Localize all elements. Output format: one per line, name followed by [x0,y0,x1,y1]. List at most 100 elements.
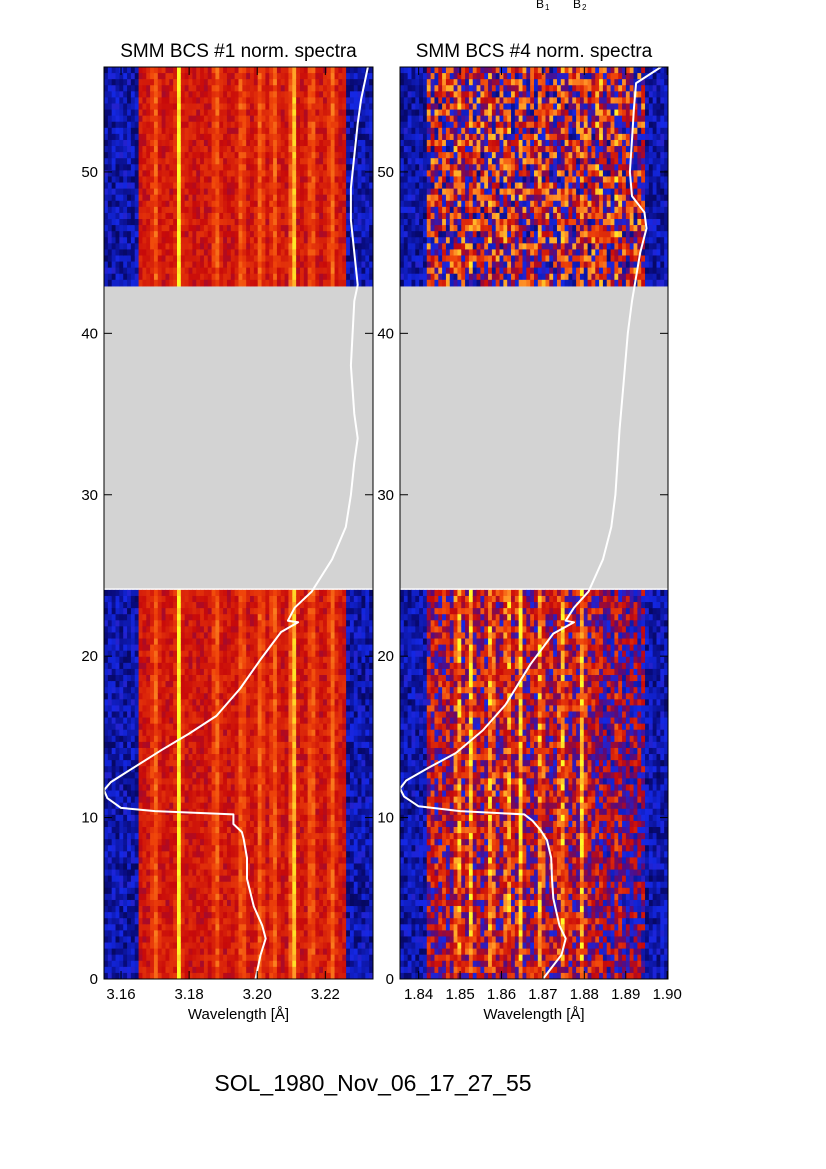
heatmap-cell [238,273,243,281]
heatmap-cell [169,188,174,196]
heatmap-cell [111,267,117,275]
heatmap-cell [250,839,255,846]
heatmap-cell [276,237,282,244]
heatmap-cell [265,687,270,694]
heatmap-cell [150,729,155,737]
heatmap-cell [215,656,220,664]
heatmap-cell [292,699,297,706]
heatmap-cell [111,687,117,694]
heatmap-cell [280,760,286,767]
heatmap-cell [261,127,266,135]
heatmap-cell [219,845,224,852]
heatmap-cell [242,182,247,190]
heatmap-cell [215,152,220,159]
heatmap-cell [226,121,232,129]
heatmap-cell [219,687,224,694]
heatmap-cell [230,152,236,159]
heatmap-cell [257,808,263,816]
heatmap-cell [115,133,120,141]
heatmap-cell [192,693,197,700]
heatmap-cell [188,115,193,123]
heatmap-cell [234,73,240,80]
heatmap-cell [130,699,136,706]
heatmap-cell [269,662,274,670]
heatmap-cell [161,115,167,123]
heatmap-cell [177,875,182,883]
heatmap-cell [261,814,266,822]
heatmap-cell [177,741,182,749]
heatmap-cell [238,839,243,846]
heatmap-cell [192,176,197,184]
heatmap-cell [292,85,297,92]
heatmap-cell [157,912,163,919]
heatmap-cell [219,602,224,609]
heatmap-cell [203,802,209,810]
heatmap-cell [150,808,155,816]
heatmap-cell [107,662,113,670]
heatmap-cell [203,936,209,944]
heatmap-cell [200,73,205,80]
heatmap-cell [284,152,290,159]
heatmap-cell [177,237,182,244]
heatmap-cell [150,182,155,190]
heatmap-cell [238,735,243,743]
heatmap-cell [196,152,201,159]
heatmap-cell [238,912,243,919]
heatmap-cell [173,176,178,184]
heatmap-cell [184,705,190,713]
heatmap-cell [142,754,147,761]
heatmap-cell [104,194,109,202]
heatmap-cell [115,115,120,123]
heatmap-cell [115,784,120,792]
heatmap-cell [111,869,117,877]
heatmap-cell [246,966,251,974]
heatmap-cell [127,893,132,901]
heatmap-cell [257,261,263,269]
heatmap-cell [250,954,255,962]
heatmap-cell [250,699,255,706]
heatmap-cell [242,681,247,688]
heatmap-cell [238,936,243,944]
heatmap-cell [184,231,190,238]
heatmap-cell [273,699,278,706]
heatmap-cell [173,784,178,792]
heatmap-cell [173,97,178,105]
heatmap-cell [173,620,178,627]
heatmap-cell [107,954,113,962]
heatmap-cell [169,589,174,597]
heatmap-cell [253,845,259,852]
heatmap-cell [288,620,293,627]
heatmap-cell [211,206,217,214]
heatmap-cell [104,820,109,828]
heatmap-cell [261,267,266,275]
heatmap-cell [196,735,201,743]
heatmap-cell [226,158,232,165]
heatmap-cell [157,79,163,86]
heatmap-cell [123,279,128,287]
heatmap-cell [196,279,201,287]
heatmap-cell [284,808,290,816]
heatmap-cell [207,614,213,621]
heatmap-cell [177,924,182,931]
heatmap-cell [130,875,136,883]
heatmap-cell [192,237,197,244]
heatmap-cell [234,705,240,713]
heatmap-cell [284,133,290,141]
heatmap-cell [127,115,132,123]
heatmap-cell [200,656,205,664]
heatmap-cell [269,595,274,603]
heatmap-cell [211,103,217,111]
heatmap-cell [265,644,270,652]
heatmap-cell [215,693,220,700]
heatmap-cell [234,972,240,979]
heatmap-cell [130,608,136,615]
heatmap-cell [203,261,209,269]
heatmap-cell [169,67,174,74]
heatmap-cell [138,644,144,652]
heatmap-cell [257,912,263,919]
heatmap-cell [157,139,163,147]
heatmap-cell [223,784,228,792]
heatmap-cell [119,85,124,92]
heatmap-cell [288,863,293,871]
heatmap-cell [142,912,147,919]
